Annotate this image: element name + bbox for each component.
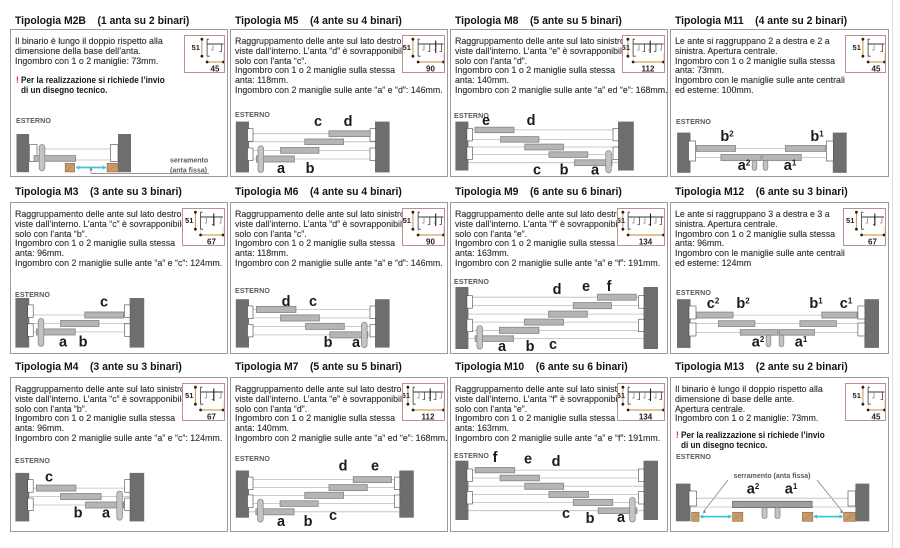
svg-text:c: c [533,163,541,179]
svg-text:ESTERNO: ESTERNO [676,453,711,461]
svg-text:c2: c2 [707,296,720,312]
svg-text:b: b [74,506,83,522]
svg-text:a: a [102,506,111,522]
svg-text:b1: b1 [809,296,823,312]
svg-text:ESTERNO: ESTERNO [235,455,270,463]
svg-text:a1: a1 [784,158,797,174]
svg-text:134: 134 [638,412,652,421]
svg-text:ESTERNO: ESTERNO [454,112,489,120]
svg-text:b: b [79,334,88,350]
svg-text:51: 51 [403,391,410,400]
svg-text:ESTERNO: ESTERNO [676,289,711,297]
svg-text:51: 51 [618,216,625,225]
svg-text:a: a [591,163,600,179]
svg-text:c: c [314,114,322,130]
svg-text:ESTERNO: ESTERNO [454,452,489,460]
svg-text:a2: a2 [747,481,760,497]
svg-text:b2: b2 [736,296,750,312]
svg-text:51: 51 [191,43,199,52]
svg-text:b: b [560,163,569,179]
svg-text:ESTERNO: ESTERNO [454,278,489,286]
svg-text:51: 51 [623,43,630,52]
svg-text:serramento: serramento [170,158,208,165]
svg-text:a1: a1 [795,335,808,351]
svg-text:e: e [482,113,490,129]
svg-text:ESTERNO: ESTERNO [15,457,50,465]
svg-text:90: 90 [426,64,435,73]
svg-text:c1: c1 [840,296,853,312]
svg-text:a: a [352,335,361,351]
svg-text:f: f [607,279,612,295]
svg-text:51: 51 [852,391,860,400]
svg-text:e: e [524,452,532,468]
svg-text:a2: a2 [738,158,751,174]
svg-text:serramento (anta fissa): serramento (anta fissa) [733,473,810,480]
svg-text:112: 112 [421,412,434,421]
svg-text:ESTERNO: ESTERNO [16,117,51,125]
svg-text:90: 90 [426,237,435,246]
svg-text:f: f [493,450,498,466]
svg-text:51: 51 [852,43,860,52]
svg-text:d: d [552,454,561,470]
svg-text:a: a [277,161,286,177]
svg-text:45: 45 [871,64,880,73]
svg-text:ESTERNO: ESTERNO [15,291,50,299]
svg-text:67: 67 [207,412,216,421]
svg-text:a: a [498,339,507,355]
svg-text:51: 51 [846,216,854,225]
svg-text:134: 134 [638,237,652,246]
svg-text:b: b [526,339,535,355]
svg-text:b1: b1 [810,129,824,145]
svg-text:c: c [100,294,108,310]
svg-text:b: b [306,161,315,177]
svg-text:d: d [282,294,291,310]
svg-text:b2: b2 [720,129,734,145]
svg-text:c: c [562,506,570,522]
svg-text:a: a [59,334,68,350]
svg-text:c: c [549,337,557,353]
svg-text:d: d [527,113,536,129]
svg-text:ESTERNO: ESTERNO [235,111,270,119]
svg-text:c: c [329,508,337,524]
svg-text:b: b [324,335,333,351]
svg-text:51: 51 [185,216,193,225]
svg-text:a2: a2 [752,335,765,351]
svg-text:a: a [617,510,626,526]
svg-text:67: 67 [868,237,877,246]
svg-text:ESTERNO: ESTERNO [235,287,270,295]
svg-text:e: e [582,279,590,295]
svg-text:b: b [304,514,313,530]
svg-text:c: c [45,469,53,485]
svg-text:d: d [339,459,348,475]
svg-text:a1: a1 [785,481,798,497]
svg-text:e: e [371,459,379,475]
svg-text:(anta fissa): (anta fissa) [170,167,207,174]
svg-text:b: b [586,511,595,527]
svg-text:51: 51 [403,216,411,225]
svg-text:45: 45 [210,64,219,73]
svg-text:112: 112 [641,64,654,73]
svg-text:51: 51 [618,391,625,400]
svg-text:d: d [344,114,353,130]
svg-text:67: 67 [207,237,216,246]
svg-text:c: c [309,294,317,310]
svg-text:51: 51 [185,391,193,400]
svg-text:ESTERNO: ESTERNO [676,118,711,126]
svg-text:a: a [277,514,286,530]
svg-text:d: d [553,282,562,298]
svg-text:51: 51 [403,43,411,52]
svg-text:45: 45 [871,412,880,421]
